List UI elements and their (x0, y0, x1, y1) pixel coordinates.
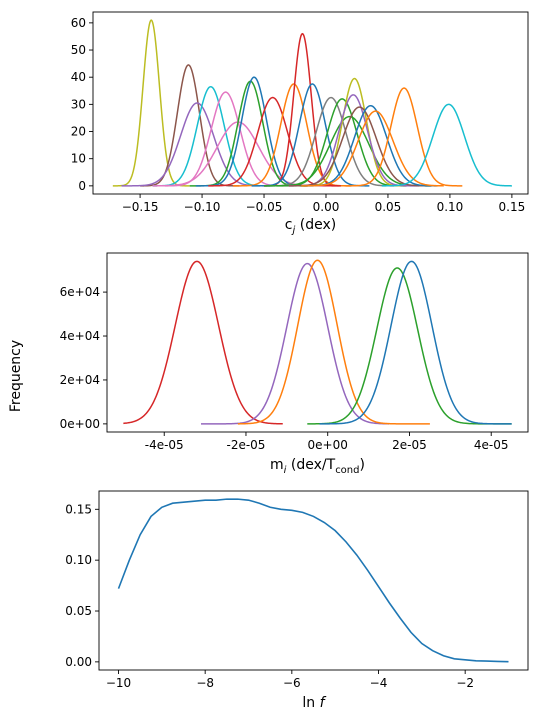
x-tick-label: −2 (456, 676, 474, 690)
y-tick-label: 0.05 (65, 604, 92, 618)
panel-c-distributions: −0.15 −0.10 −0.05 0.00 0.05 0.10 0.15 0 10 20 30 40… (71, 11, 529, 236)
x-tick-label: 0.05 (375, 200, 402, 214)
x-tick-label: −10 (106, 676, 131, 690)
x-tick-label: 4e-05 (474, 438, 509, 452)
y-tick-label: 20 (71, 125, 86, 139)
shared-ylabel: Frequency (8, 340, 24, 412)
series-line-2 (237, 259, 430, 425)
series-line-19 (301, 110, 444, 187)
x-tick-label: -4e-05 (145, 438, 184, 452)
y-tick-label: 0 (78, 179, 86, 193)
series-line-17 (288, 106, 432, 187)
x-tick-label: −8 (196, 676, 214, 690)
x-tick-label: 2e-05 (392, 438, 427, 452)
x-tick-label: −0.05 (246, 200, 283, 214)
y-tick-label: 0.10 (65, 553, 92, 567)
series-line-7 (195, 76, 314, 187)
series-layer (112, 19, 512, 187)
series-line-14 (264, 115, 432, 187)
axes-frame (106, 252, 529, 433)
x-axis-label: cj (dex) (285, 217, 336, 236)
y-tick-label: 2e+04 (60, 373, 100, 387)
series-line-0 (123, 260, 283, 425)
x-tick-label: 0.15 (499, 200, 526, 214)
x-tick-label: −0.15 (122, 200, 159, 214)
y-tick-label: 40 (71, 70, 86, 84)
series-layer (123, 259, 512, 425)
x-tick-label: −0.10 (184, 200, 221, 214)
y-tick-label: 50 (71, 43, 86, 57)
y-tick-label: 60 (71, 16, 86, 30)
ticks-layer: −0.15 −0.10 −0.05 0.00 0.05 0.10 0.15 0 10 20 30 40… (71, 16, 526, 214)
series-line-3 (152, 85, 271, 187)
series-line-13 (276, 98, 407, 187)
series-line-21 (381, 103, 512, 187)
y-tick-label: 6e+04 (60, 285, 100, 299)
y-tick-label: 4e+04 (60, 329, 100, 343)
x-tick-label: 0.10 (437, 200, 464, 214)
series-line-4 (319, 260, 512, 425)
y-tick-label: 0.15 (65, 502, 92, 516)
x-tick-label: 0.00 (313, 200, 340, 214)
series-line-0 (117, 498, 509, 663)
x-axis-label: ln f (302, 695, 326, 711)
series-line-1 (201, 262, 390, 425)
panel-lnf-distribution: −10 −8 −6 −4 −2 0.00 0.05 0.10 0.15 ln f (65, 490, 529, 711)
y-tick-label: 0.00 (65, 655, 92, 669)
panel-m-distributions: -4e-05 -2e-05 0e+00 2e-05 4e-05 0e+00 2e+04 4e+… (60, 252, 529, 476)
x-tick-label: −6 (283, 676, 301, 690)
axes-frame (98, 490, 529, 671)
series-line-3 (307, 267, 512, 425)
y-tick-label: 10 (71, 152, 86, 166)
series-line-2 (121, 102, 271, 187)
x-tick-label: 0e+00 (308, 438, 348, 452)
ticks-layer: −10 −8 −6 −4 −2 0.00 0.05 0.10 0.15 (65, 502, 474, 690)
x-tick-label: −4 (370, 676, 388, 690)
ticks-layer: -4e-05 -2e-05 0e+00 2e-05 4e-05 0e+00 2e+04 4e+… (60, 285, 509, 452)
y-tick-label: 30 (71, 97, 86, 111)
series-line-15 (301, 77, 407, 187)
axes-frame (92, 11, 529, 195)
x-axis-label: mi (dex/Tcond) (270, 457, 365, 476)
series-line-20 (344, 87, 463, 187)
series-layer (117, 498, 509, 663)
x-tick-label: -2e-05 (226, 438, 265, 452)
y-tick-label: 0e+00 (60, 417, 100, 431)
